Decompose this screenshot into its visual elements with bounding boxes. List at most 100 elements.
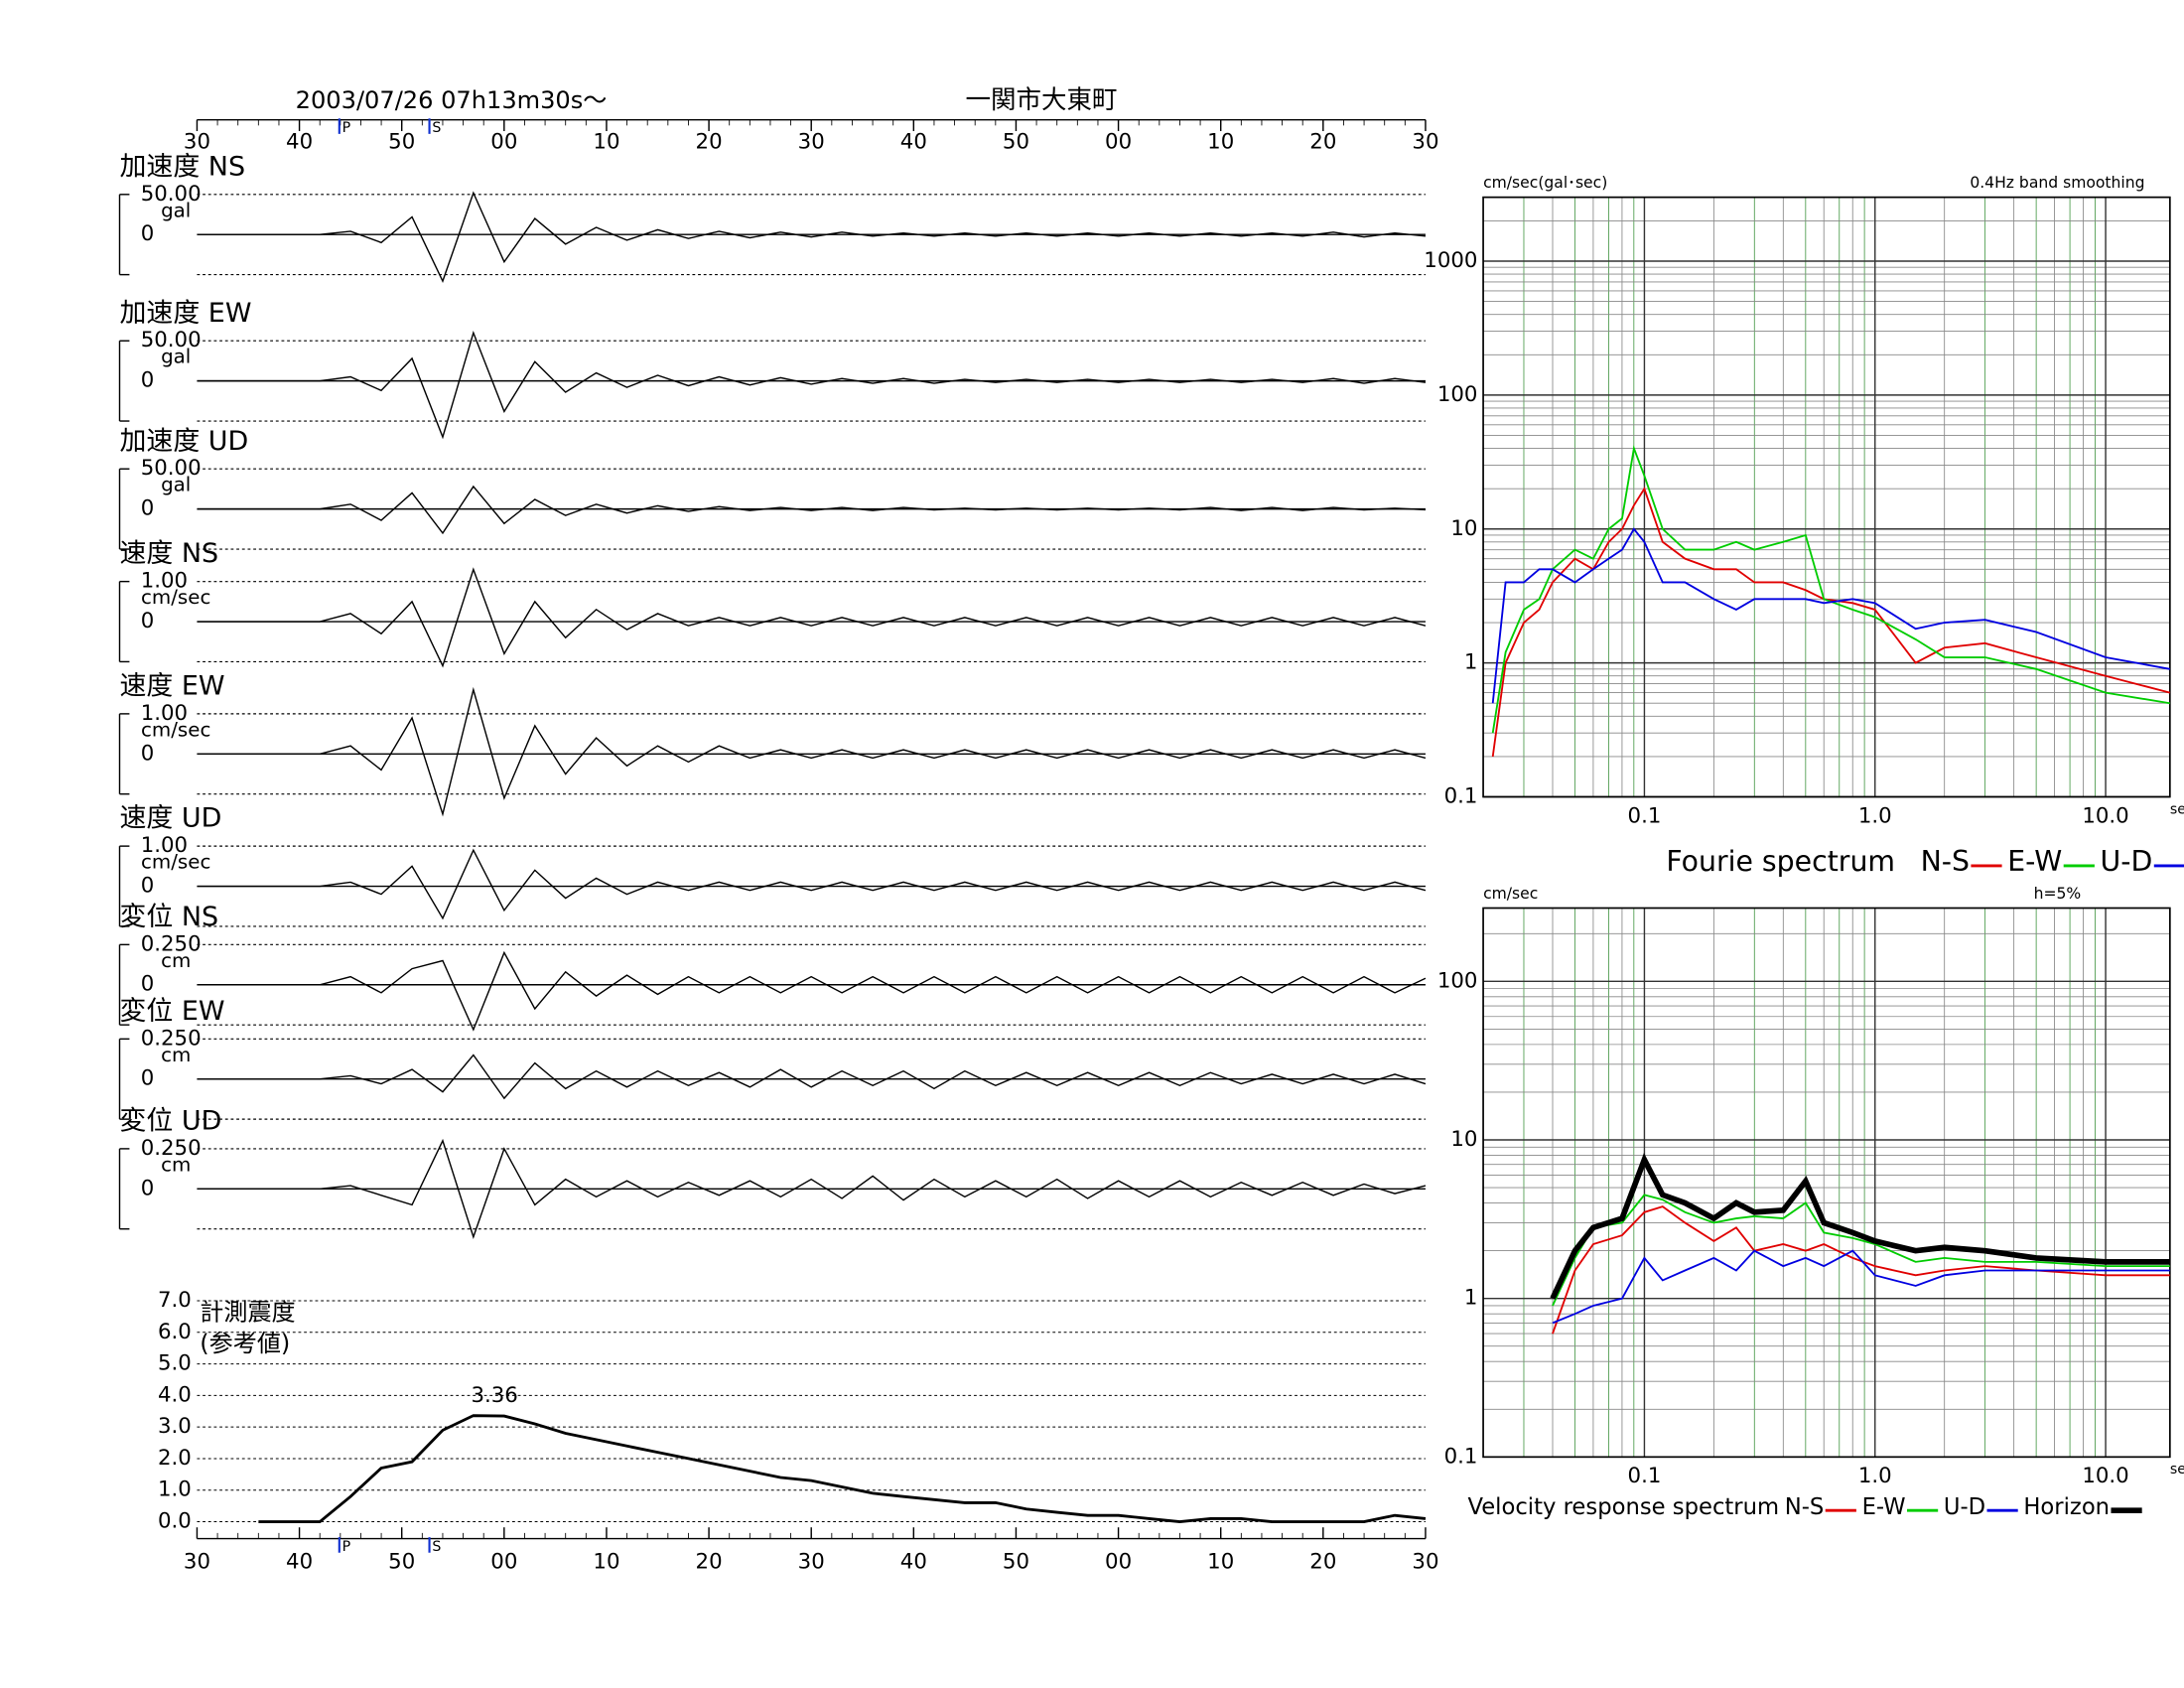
- legend-label: E-W: [2007, 845, 2062, 878]
- y-tick-label: 10: [1450, 516, 1477, 541]
- waveform-trace: [197, 848, 1427, 920]
- x-tick-label: 50: [1003, 129, 1029, 154]
- x-tick-label: 0.1: [1628, 1464, 1662, 1488]
- panel-name: 変位 NS: [119, 902, 218, 932]
- spectrum-line: [1491, 527, 2170, 704]
- waveform-trace: [197, 1054, 1427, 1100]
- x-tick-label: 20: [1309, 1550, 1336, 1575]
- unit-label: cm: [161, 1153, 191, 1176]
- y-tick-label: 0: [141, 972, 155, 997]
- y-axis-unit: cm/sec: [1483, 885, 1538, 903]
- y-tick-label: 2.0: [158, 1446, 192, 1471]
- waveform-trace: [197, 567, 1427, 668]
- plot-frame: [1482, 196, 2171, 798]
- waveform-trace: [197, 330, 1427, 440]
- legend-label: U-D: [2101, 845, 2153, 878]
- legend-label: N-S: [1785, 1494, 1825, 1520]
- y-tick-label: 100: [1437, 382, 1478, 407]
- chart-title: 計測震度: [200, 1299, 295, 1327]
- legend-label: U-D: [1944, 1494, 1985, 1520]
- x-tick-label: 1.0: [1858, 803, 1892, 828]
- panel-name: 速度 UD: [119, 803, 221, 834]
- y-tick-label: 0: [141, 496, 155, 521]
- spectrum-line: [1552, 1249, 2170, 1325]
- x-tick-label: 20: [696, 1550, 723, 1575]
- unit-label: cm/sec: [141, 718, 210, 741]
- y-tick-label: 0: [141, 221, 155, 246]
- x-tick-label: 50: [388, 129, 415, 154]
- x-tick-label: 10: [1207, 1550, 1234, 1575]
- y-tick-label: 0: [141, 1066, 155, 1091]
- y-tick-label: 0.250: [141, 931, 202, 956]
- waveform-trace: [197, 950, 1427, 1032]
- x-tick-label: 10: [1207, 129, 1234, 154]
- y-tick-label: 6.0: [158, 1320, 192, 1344]
- x-tick-label: 30: [1412, 129, 1438, 154]
- y-tick-label: 1: [1464, 650, 1478, 675]
- phase-label: P: [342, 120, 351, 136]
- x-tick-label: 00: [1105, 1550, 1132, 1575]
- x-tick-label: 10.0: [2082, 803, 2128, 828]
- waveform-trace: [197, 1138, 1427, 1240]
- x-axis-unit: sec: [2170, 801, 2184, 817]
- phase-label: S: [432, 120, 441, 136]
- panel-name: 加速度 NS: [119, 151, 245, 182]
- phase-label: S: [432, 1539, 441, 1555]
- y-tick-label: 100: [1437, 968, 1478, 993]
- x-tick-label: 00: [490, 1550, 517, 1575]
- x-tick-label: 30: [184, 1550, 210, 1575]
- waveform-trace: [197, 191, 1427, 283]
- y-tick-label: 1.0: [158, 1477, 192, 1502]
- y-tick-label: 1.00: [141, 701, 188, 726]
- legend-label: N-S: [1921, 845, 1970, 878]
- y-tick-label: 0.0: [158, 1509, 192, 1534]
- note: h=5%: [2034, 885, 2082, 903]
- x-tick-label: 40: [900, 129, 927, 154]
- legend-label: E-W: [1862, 1494, 1906, 1520]
- note: 0.4Hz band smoothing: [1970, 174, 2144, 192]
- unit-label: gal: [161, 474, 191, 496]
- x-tick-label: 00: [490, 129, 517, 154]
- chart-subtitle: (参考値): [200, 1330, 290, 1357]
- y-axis-unit: cm/sec(gal･sec): [1483, 174, 1607, 192]
- y-tick-label: 3.0: [158, 1414, 192, 1439]
- x-tick-label: 10: [593, 129, 619, 154]
- spectrum-line: [1491, 445, 2170, 734]
- x-tick-label: 40: [900, 1550, 927, 1575]
- y-tick-label: 5.0: [158, 1351, 192, 1376]
- y-tick-label: 0.1: [1444, 1444, 1478, 1469]
- x-tick-label: 10.0: [2082, 1464, 2128, 1488]
- x-tick-label: 50: [388, 1550, 415, 1575]
- y-tick-label: 0: [141, 609, 155, 633]
- waveform-trace: [197, 485, 1426, 535]
- y-tick-label: 0: [141, 741, 155, 766]
- y-tick-label: 1.00: [141, 833, 188, 858]
- y-tick-label: 4.0: [158, 1382, 192, 1407]
- x-tick-label: 1.0: [1858, 1464, 1892, 1488]
- chart-title: 2003/07/26 07h13m30s〜: [296, 86, 608, 114]
- y-tick-label: 7.0: [158, 1288, 192, 1313]
- legend-label: Horizon: [2023, 1494, 2110, 1520]
- y-tick-label: 0.250: [141, 1026, 202, 1051]
- x-tick-label: 30: [1412, 1550, 1438, 1575]
- y-tick-label: 1000: [1424, 248, 1477, 273]
- panel-name: 加速度 UD: [119, 426, 248, 457]
- y-tick-label: 50.00: [141, 182, 202, 207]
- y-tick-label: 0.250: [141, 1136, 202, 1161]
- y-tick-label: 50.00: [141, 328, 202, 352]
- x-tick-label: 50: [1003, 1550, 1029, 1575]
- x-tick-label: 20: [1309, 129, 1336, 154]
- x-tick-label: 0.1: [1628, 803, 1662, 828]
- value-label: 3.36: [471, 1383, 517, 1408]
- y-tick-label: 0: [141, 368, 155, 393]
- chart-title: Velocity response spectrum: [1467, 1494, 1779, 1520]
- y-tick-label: 0: [141, 1176, 155, 1200]
- unit-label: cm/sec: [141, 851, 210, 874]
- phase-label: P: [342, 1539, 351, 1555]
- x-tick-label: 00: [1105, 129, 1132, 154]
- x-tick-label: 30: [798, 129, 825, 154]
- y-tick-label: 1: [1464, 1286, 1478, 1311]
